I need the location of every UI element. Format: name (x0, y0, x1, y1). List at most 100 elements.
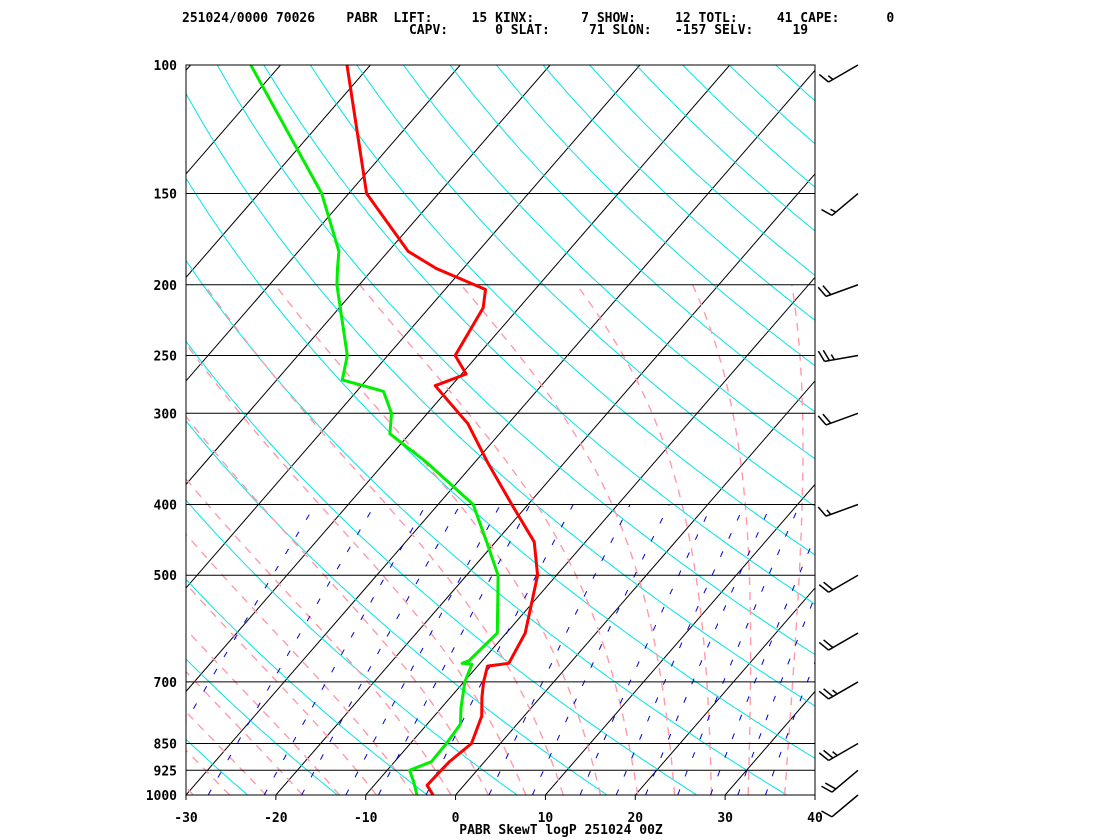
isotherm-line (186, 65, 371, 279)
isotherm-line (275, 173, 815, 795)
wind-barb (818, 632, 859, 651)
pressure-tick-label: 300 (154, 407, 178, 422)
wind-barb-half-feather (826, 509, 832, 515)
pressure-tick-labels: 100 150 200 250 300 400 500 700 850 925 1000 (146, 59, 177, 804)
wind-barb-feather (818, 641, 830, 651)
wind-barb (818, 742, 859, 762)
dry-adiabat-line (216, 65, 815, 656)
wind-barb (821, 192, 859, 217)
mixing-ratio-line (764, 660, 815, 795)
pressure-tick-label: 1000 (146, 789, 177, 804)
profiles (249, 65, 540, 795)
wind-barb-half-feather (830, 354, 836, 361)
isotherm-line (545, 483, 815, 795)
isotherm-line (455, 380, 815, 795)
dry-adiabat-line (0, 65, 158, 795)
wind-barb-feather (823, 639, 834, 649)
dry-adiabat-line (728, 65, 815, 145)
wind-barb (817, 412, 859, 426)
mixing-ratio-line (207, 504, 376, 795)
dry-adiabat-line (186, 738, 248, 795)
temperature-tick-label: 0 (452, 811, 460, 826)
wind-barb-feather (817, 286, 827, 297)
wind-barb-feather (822, 285, 832, 296)
wind-barb (817, 503, 859, 517)
dry-adiabat-line (869, 65, 1120, 795)
isotherm-line (186, 65, 281, 175)
wind-barb-staff (825, 503, 859, 517)
wind-barb-feather (818, 584, 830, 593)
wind-barb-staff (824, 354, 859, 363)
pressure-tick-label: 100 (154, 59, 178, 74)
wind-barb (818, 64, 859, 83)
wind-barb-feather (817, 415, 827, 426)
wind-barb-feather (823, 581, 834, 591)
wind-barb-feather (818, 752, 830, 762)
wind-barb-feather (821, 208, 833, 217)
dry-adiabat-line (496, 65, 815, 367)
moist-adiabat-line (691, 284, 752, 795)
wind-barb (821, 794, 859, 818)
dry-adiabat-line (186, 92, 815, 707)
dry-adiabat-line (263, 65, 815, 605)
moist-adiabat-line (186, 533, 415, 795)
plot-frame (185, 64, 816, 796)
dewpoint-profile-line (249, 65, 500, 795)
isotherm-line (634, 587, 815, 795)
dry-adiabat-line (775, 65, 815, 102)
moist-adiabat-line (359, 284, 639, 795)
moist-adiabat-line (186, 749, 231, 795)
moist-adiabat-line (274, 284, 602, 795)
wind-barb-half-feather (832, 689, 838, 695)
wind-barb-feather (817, 350, 826, 362)
wind-barb (821, 769, 859, 793)
wind-barb-feather (824, 782, 837, 790)
wind-barb (817, 349, 859, 363)
temperature-tick-labels: -30 -20 -10 0 10 20 30 40 (174, 795, 823, 826)
mixing-ratio-line (488, 504, 631, 795)
isotherm-line (724, 690, 815, 795)
wind-barb-staff (828, 632, 859, 651)
wind-barb-staff (831, 794, 859, 818)
temperature-tick-label: -20 (264, 811, 288, 826)
moist-adiabat-line (186, 477, 452, 795)
wind-barb-feather (821, 810, 833, 818)
pressure-tick-label: 500 (154, 569, 178, 584)
dry-adiabat-line (1008, 65, 1120, 795)
header-line-2: CAPV: 0 SLAT: 71 SLON: -157 SELV: 19 (182, 23, 808, 38)
moist-adiabat-line (460, 284, 676, 795)
dry-adiabat-line (542, 65, 815, 321)
pressure-tick-label: 700 (154, 676, 178, 691)
mixing-ratio-line (615, 504, 746, 795)
pressure-tick-label: 150 (154, 188, 178, 203)
wind-barb-feather (818, 690, 830, 700)
isotherm-line (186, 65, 461, 382)
wind-barb-feather (823, 688, 834, 698)
temperature-tick-label: 40 (807, 811, 823, 826)
wind-barb (817, 284, 859, 298)
wind-barb-staff (825, 284, 859, 298)
mixing-ratio-line (425, 504, 574, 795)
mixing-ratio-line (301, 504, 461, 795)
dry-adiabat-line (589, 65, 815, 276)
wind-barb-half-feather (827, 75, 834, 81)
wind-barb-feather (821, 785, 833, 793)
moist-adiabat-line (576, 284, 713, 795)
wind-barb-half-feather (832, 751, 838, 757)
temperature-tick-label: 10 (538, 811, 554, 826)
wind-barb (818, 681, 859, 700)
dry-adiabat-line (309, 65, 815, 556)
moist-adiabat-line (186, 582, 378, 795)
isotherm-line (365, 276, 815, 795)
wind-barb-feather (823, 749, 834, 759)
mixing-ratio-line (579, 504, 713, 795)
moist-adiabat-line (186, 628, 340, 795)
wind-barb-feather (818, 73, 830, 83)
wind-barb-staff (828, 64, 859, 83)
moist-adiabat-line (784, 284, 804, 795)
temperature-tick-label: 30 (717, 811, 733, 826)
mixing-ratio-line (677, 504, 801, 795)
wind-barb-feather (822, 349, 831, 361)
temperature-profile-line (345, 65, 540, 795)
